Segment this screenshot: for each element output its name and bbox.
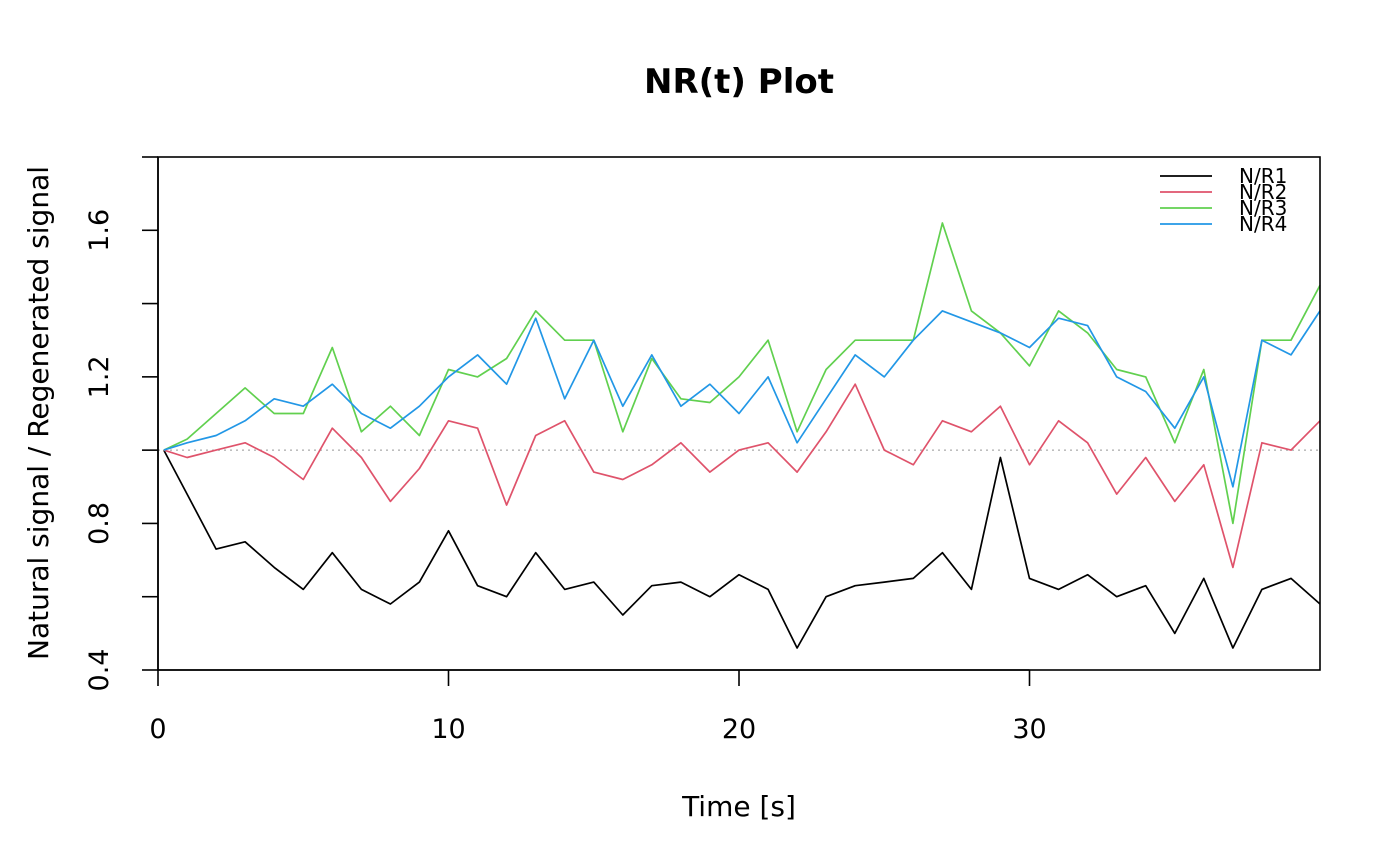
legend-label: N/R3 [1239, 196, 1287, 220]
x-axis: 0 10 20 30 [149, 669, 1047, 745]
y-axis-label: Natural signal / Regenerated signal [22, 166, 55, 660]
y-tick-label: 0.8 [84, 502, 115, 545]
x-tick-label: 10 [431, 714, 465, 745]
y-tick-label: 1.2 [84, 355, 115, 398]
x-tick-label: 30 [1012, 714, 1046, 745]
y-tick-label: 1.6 [84, 209, 115, 252]
x-axis-label: Time [s] [681, 790, 796, 823]
y-axis: 0.4 0.8 1.2 1.6 [84, 156, 159, 692]
legend-label: N/R4 [1239, 212, 1287, 236]
x-tick-label: 20 [722, 714, 756, 745]
legend-label: N/R2 [1239, 180, 1287, 204]
series-line-n-r3 [163, 222, 1321, 525]
legend-label: N/R1 [1239, 164, 1287, 188]
y-tick-label: 0.4 [84, 649, 115, 692]
series-line-n-r1 [163, 449, 1321, 649]
chart-title: NR(t) Plot [644, 62, 834, 102]
x-tick-label: 0 [149, 714, 166, 745]
legend: N/R1N/R2N/R3N/R4 [1160, 164, 1287, 236]
series-line-n-r2 [163, 383, 1321, 569]
plot-area [157, 156, 1321, 671]
series-line-n-r4 [163, 310, 1321, 488]
series-group [163, 222, 1321, 649]
